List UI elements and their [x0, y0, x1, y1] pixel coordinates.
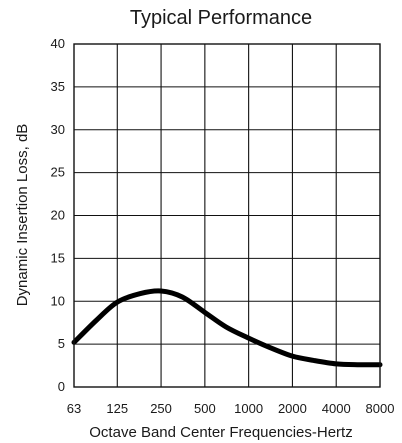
y-tick-label: 20: [51, 208, 65, 223]
y-tick-label: 25: [51, 165, 65, 180]
performance-series-line: [71, 288, 383, 368]
y-tick-label: 5: [58, 336, 65, 351]
chart-title: Typical Performance: [130, 7, 312, 29]
y-tick-label: 40: [51, 36, 65, 51]
grid: [74, 44, 380, 387]
x-tick-label: 4000: [322, 401, 351, 416]
x-tick-label: 125: [106, 401, 128, 416]
x-axis-label: Octave Band Center Frequencies-Hertz: [89, 424, 352, 441]
y-tick-label: 15: [51, 250, 65, 265]
x-tick-label: 63: [67, 401, 81, 416]
y-axis-ticks: 0 5 10 15 20 25 30 35 40: [51, 36, 65, 394]
plot-frame: [73, 43, 381, 388]
x-tick-label: 500: [194, 401, 216, 416]
x-axis-ticks: 63 125 250 500 1000 2000 4000 8000: [67, 401, 395, 416]
y-tick-label: 30: [51, 122, 65, 137]
y-tick-label: 35: [51, 79, 65, 94]
x-tick-label: 1000: [234, 401, 263, 416]
x-tick-label: 8000: [366, 401, 395, 416]
x-tick-label: 250: [150, 401, 172, 416]
x-tick-label: 2000: [278, 401, 307, 416]
y-axis-label: Dynamic Insertion Loss, dB: [14, 124, 31, 307]
series-layer: [71, 288, 383, 368]
y-tick-label: 10: [51, 293, 65, 308]
y-tick-label: 0: [58, 379, 65, 394]
